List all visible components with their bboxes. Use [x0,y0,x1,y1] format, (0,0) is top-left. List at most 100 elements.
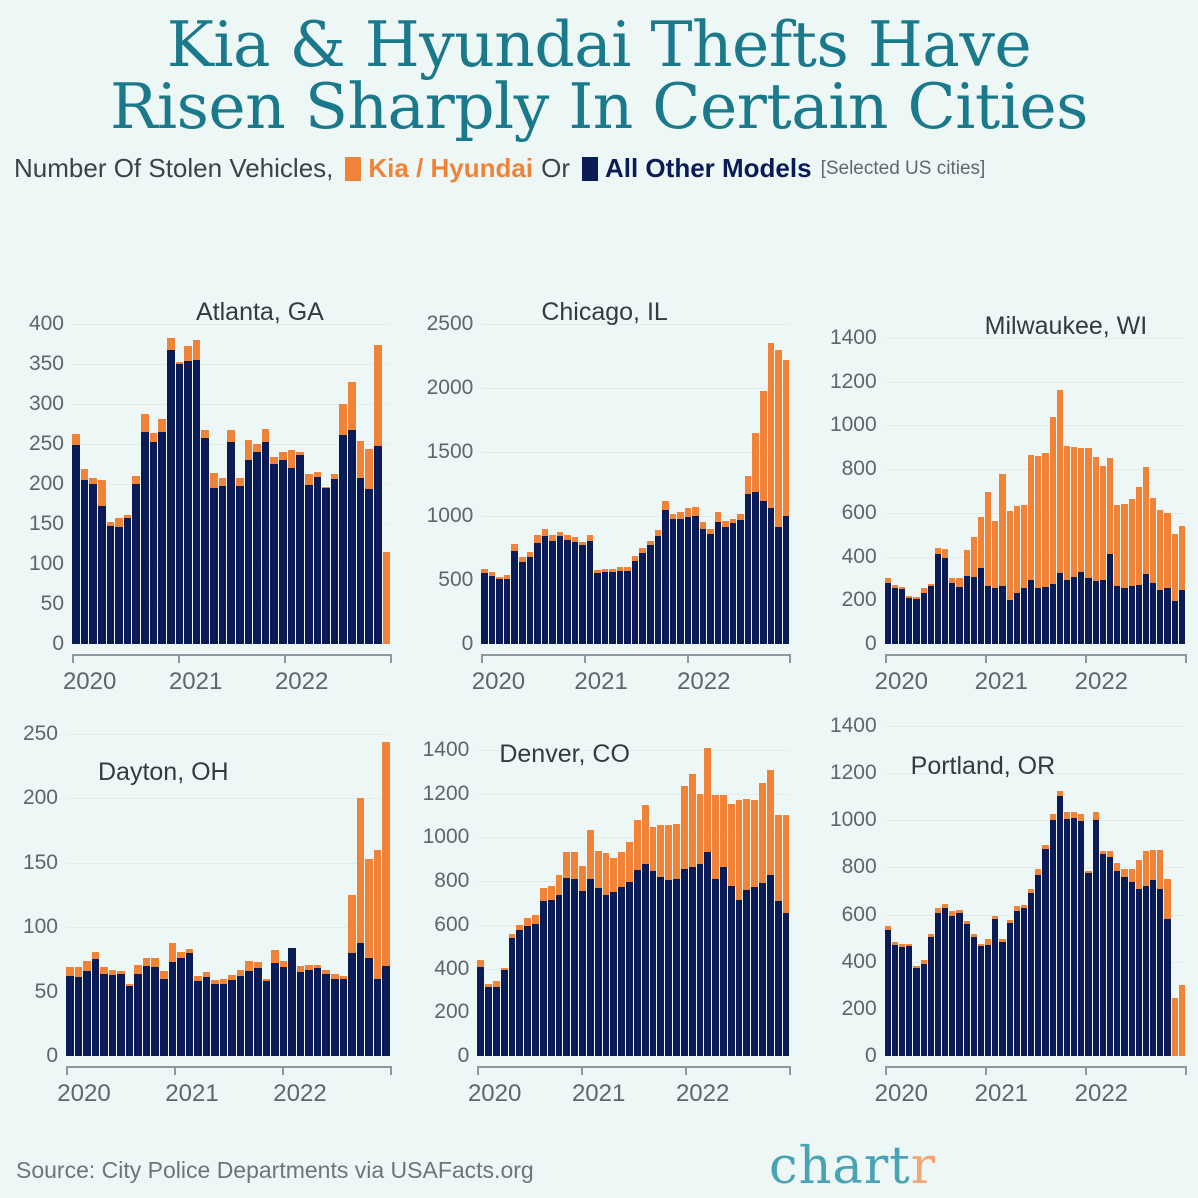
bar [330,973,339,1056]
bar-segment-other [737,519,744,644]
bar [1020,505,1028,644]
bar [616,567,624,644]
bar [1049,814,1056,1056]
bar-segment-other [884,929,891,1056]
bar-segment-kia [313,472,322,477]
y-axis-tick-label: 800 [841,855,877,879]
bar [1171,533,1178,644]
bar-segment-other [767,507,775,644]
bar-segment-other [511,551,518,644]
chartr-logo: chartr [769,1137,936,1196]
bar-segment-kia [356,440,365,479]
legend-label-other: All Other Models [604,153,812,184]
x-axis-line [884,654,1185,656]
x-axis-line [481,654,790,656]
bar-segment-other [699,528,707,644]
bar-segment-kia [688,774,696,867]
bar-segment-kia [743,799,751,890]
bar [304,474,313,644]
bar-segment-other [662,510,669,644]
bar-segment-other [949,915,956,1056]
bar-segment-kia [1171,533,1178,602]
x-axis-tick [884,1066,887,1075]
bar-segment-kia [992,520,999,589]
bar-segment-other [1006,600,1013,644]
bar-segment-kia [485,983,492,987]
bar [696,793,704,1056]
bar-series-container [481,324,790,644]
bar-segment-kia [80,468,89,480]
gridline [66,862,390,864]
bar [564,534,571,644]
bar-segment-other [727,885,735,1056]
bar [669,513,677,644]
bar-segment-other [743,889,751,1056]
bar-segment-kia [219,978,228,984]
x-axis-tick-label: 2020 [57,1080,111,1107]
bar-segment-other [556,536,564,644]
bar [500,967,508,1056]
y-axis-tick-label: 0 [864,632,877,655]
bar-segment-kia [1013,906,1020,912]
bar [1071,812,1078,1056]
bar [1142,850,1150,1056]
bar [751,800,759,1056]
bar [236,969,245,1056]
y-axis-tick-label: 400 [28,312,64,335]
bar [1171,998,1178,1056]
bar [579,541,586,644]
y-axis-tick-label: 100 [22,915,58,939]
bar-segment-kia [74,967,83,978]
bar-segment-kia [1135,860,1142,889]
bar [999,938,1006,1056]
bar-segment-kia [891,942,898,946]
bar-segment-other [639,553,647,644]
bar-segment-kia [1035,869,1042,875]
bar-segment-kia [227,430,235,443]
y-axis-tick-label: 0 [457,1044,470,1067]
bar-segment-kia [775,349,782,527]
bar-segment-other [549,540,556,644]
bar-segment-kia [1106,850,1114,857]
bar-segment-other [305,969,313,1056]
bar-segment-kia [1099,850,1106,855]
bar-segment-kia [1085,448,1092,579]
bar [657,825,665,1056]
bar-segment-kia [100,967,108,974]
bar [526,551,534,644]
bar-series-container [884,338,1185,644]
bar-segment-kia [1071,812,1078,818]
bar [963,550,970,644]
bar-segment-other [1049,583,1056,644]
x-axis-tick-label: 2021 [974,1080,1029,1107]
bar [330,473,339,644]
bar-segment-kia [555,874,563,896]
bar [279,960,288,1056]
bar [970,536,977,644]
bar [704,747,712,1056]
bar [1006,510,1013,644]
bar-segment-other [782,912,790,1056]
bar [722,520,729,644]
bar-segment-kia [149,432,158,443]
bar-segment-kia [649,826,657,872]
plot-area: 0 200 400 600 800 1000 1200 1400 [423,738,790,1067]
bar-segment-other [735,899,743,1056]
bar-segment-other [942,907,949,1056]
bar [699,521,707,644]
bar [175,361,184,644]
bar-segment-other [1135,888,1142,1056]
x-axis-tick [178,654,180,663]
bar-segment-kia [228,974,236,981]
bar-segment-other [1056,572,1063,644]
bar-segment-other [115,527,123,644]
bar [782,359,790,644]
bar-segment-kia [956,578,963,588]
bar-series-container [477,747,790,1056]
bar-segment-other [492,986,500,1056]
panel-title: Dayton, OH [98,758,229,786]
bar-segment-kia [985,492,992,587]
bar-segment-other [235,486,244,644]
bar-segment-other [348,429,356,644]
bar-segment-other [586,878,594,1056]
